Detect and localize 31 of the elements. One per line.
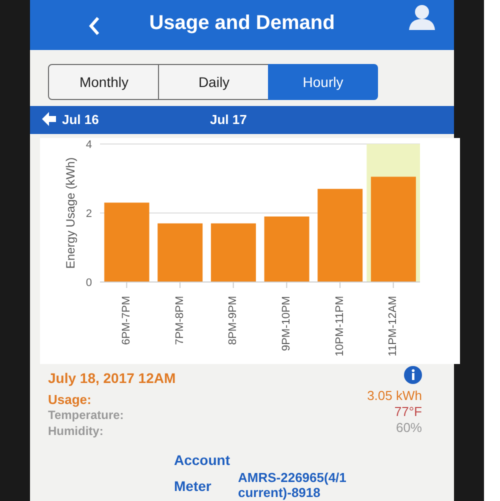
x-tick-label: 10PM-11PM	[334, 296, 346, 356]
text: Daily	[158, 64, 270, 100]
x-tick-label: 7PM-8PM	[174, 296, 186, 345]
text: Jul 16	[62, 112, 99, 127]
text: July 18, 2017 12AM	[48, 370, 176, 386]
text: Meter	[174, 478, 212, 494]
text: Humidity:	[48, 424, 104, 438]
text: Monthly	[48, 64, 160, 100]
chart-title: Usage and Demand	[148, 12, 336, 35]
y-tick-label: 0	[86, 276, 92, 289]
bar	[104, 202, 150, 282]
x-tick-label: 9PM-10PM	[280, 296, 293, 352]
text: Jul 17	[210, 112, 247, 127]
x-tick-label: 8PM-9PM	[227, 296, 240, 345]
y-tick-label: 2	[86, 208, 92, 220]
text: 3.05 kWh	[367, 388, 422, 403]
text: Temperature:	[48, 408, 124, 422]
x-tick-label: 11PM-12AM	[387, 296, 400, 356]
text: Hourly	[268, 64, 378, 100]
bar	[210, 223, 256, 282]
text: 77°F	[394, 404, 422, 419]
y-tick-label: 4	[86, 138, 92, 151]
text: 60%	[396, 420, 422, 435]
y-axis-title: Energy Usage (kWh)	[63, 157, 78, 269]
bar	[264, 216, 310, 282]
text: AMRS-226965(4/1 current)-8918	[238, 470, 348, 500]
bar	[318, 188, 363, 282]
text: Account	[174, 452, 230, 468]
bar	[158, 223, 203, 282]
text: Usage:	[48, 392, 92, 407]
x-tick-label: 6PM-7PM	[120, 296, 133, 345]
